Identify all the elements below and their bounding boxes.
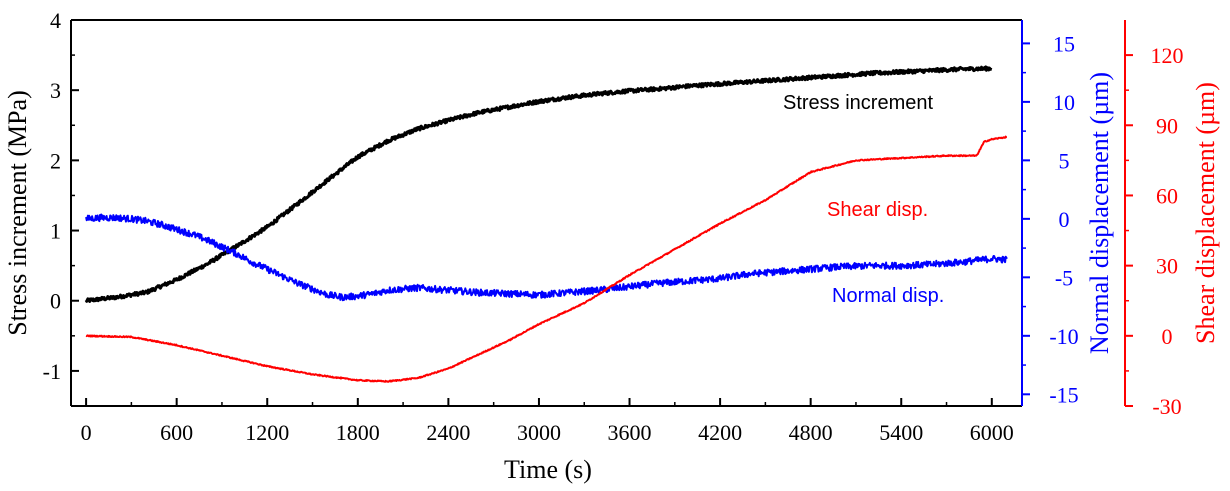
normal-series-label: Normal disp. (832, 285, 944, 307)
right-2-tick-label: 120 (1151, 43, 1184, 68)
left-tick-label: 0 (50, 289, 61, 314)
series-line-shear-disp (85, 135, 1008, 383)
left-axis-ticks: -1 0 1 2 3 4 (43, 8, 79, 407)
x-tick-label: 6000 (970, 420, 1014, 445)
x-tick-label: 1800 (336, 420, 380, 445)
right-2-tick-label: 60 (1156, 183, 1178, 208)
right-1-tick-label: -10 (1049, 324, 1078, 349)
right-2-tick-label: 30 (1156, 254, 1178, 279)
x-tick-label: 1200 (245, 420, 289, 445)
left-tick-label: 2 (50, 148, 61, 173)
plot-frame (70, 19, 1126, 407)
left-tick-label: 1 (50, 219, 61, 244)
right-2-tick-label: 0 (1162, 324, 1173, 349)
right-1-tick-label: 0 (1059, 207, 1070, 232)
stress-series-label: Stress increment (783, 92, 933, 114)
right-axis-2-ticks: -30 0 30 60 90 120 (1125, 43, 1184, 419)
left-axis-title: Stress increment (MPa) (3, 90, 32, 336)
right-2-tick-label: -30 (1152, 394, 1181, 419)
series-line-normal-disp (85, 213, 1008, 302)
x-axis-title: Time (s) (504, 455, 592, 484)
x-tick-label: 2400 (426, 420, 470, 445)
right-axis-2-title: Shear displacement (µm) (1191, 82, 1220, 344)
x-tick-label: 3000 (517, 420, 561, 445)
right-1-tick-label: 5 (1059, 148, 1070, 173)
right-axis-1-ticks: -15 -10 -5 0 5 10 15 (1022, 31, 1079, 407)
left-tick-label: 3 (50, 78, 61, 103)
series-layer (84, 65, 1008, 383)
right-axis-1-title: Normal displacement (µm) (1085, 72, 1114, 354)
x-tick-label: 5400 (879, 420, 923, 445)
shear-series-label: Shear disp. (827, 199, 928, 221)
x-tick-label: 0 (81, 420, 92, 445)
x-tick-label: 3600 (608, 420, 652, 445)
right-1-tick-label: 10 (1053, 90, 1075, 115)
right-1-tick-label: 15 (1053, 31, 1075, 56)
x-tick-label: 4800 (789, 420, 833, 445)
x-tick-label: 600 (160, 420, 193, 445)
left-tick-label: 4 (50, 8, 61, 33)
right-1-tick-label: -5 (1055, 265, 1073, 290)
right-1-tick-label: -15 (1049, 382, 1078, 407)
left-tick-label: -1 (43, 359, 61, 384)
x-axis-ticks: 0 600 1200 1800 2400 3000 3600 4200 4800 5400 6000 (81, 398, 1014, 445)
series-line-stress-increment (84, 65, 993, 303)
right-2-tick-label: 90 (1156, 113, 1178, 138)
x-tick-label: 4200 (698, 420, 742, 445)
